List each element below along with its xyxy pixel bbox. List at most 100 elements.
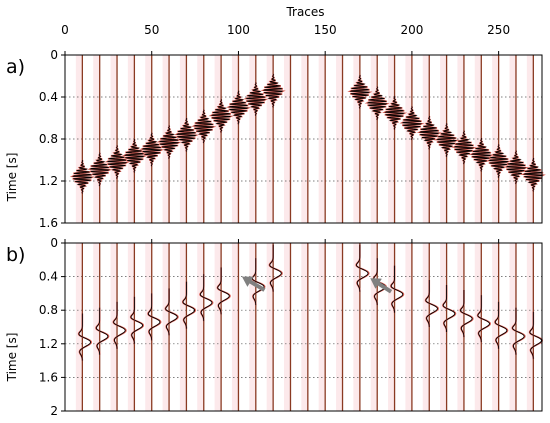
y-tick-label: 1.6	[39, 370, 58, 384]
observed-wavelet	[453, 130, 475, 165]
observed-wavelet	[442, 285, 456, 333]
observed-wavelet	[95, 307, 109, 355]
trace-band	[405, 243, 412, 411]
observed-wavelet	[470, 137, 492, 172]
observed-wavelet	[355, 244, 369, 292]
observed-wavelet	[130, 296, 143, 344]
y-tick-label: 2	[50, 404, 58, 418]
trace-band	[301, 243, 308, 411]
observed-wavelet	[251, 258, 265, 306]
trace-band	[214, 243, 222, 411]
y-axis-title: Time [s]	[5, 153, 19, 203]
trace-band	[440, 243, 447, 411]
trace-band	[509, 55, 516, 223]
y-tick-label: 0.8	[39, 132, 58, 146]
trace-band	[75, 243, 83, 411]
x-tick-label: 200	[400, 23, 423, 37]
observed-wavelet	[182, 281, 196, 329]
y-tick-label: 1.6	[39, 216, 58, 230]
observed-wavelet	[113, 301, 126, 349]
trace-band	[336, 243, 343, 411]
observed-wavelet	[123, 138, 145, 173]
trace-band	[231, 55, 239, 223]
observed-wavelet	[89, 152, 111, 187]
trace-band	[266, 243, 274, 411]
trace-band	[197, 243, 204, 411]
x-tick-label: 150	[314, 23, 337, 37]
y-tick-label: 0.4	[39, 270, 58, 284]
trace-band	[249, 55, 256, 223]
observed-wavelet	[228, 90, 249, 125]
observed-wavelet	[193, 109, 215, 144]
y-tick-label: 1.2	[39, 337, 58, 351]
trace-band	[353, 243, 360, 411]
trace-band	[388, 243, 395, 411]
trace-band	[145, 243, 152, 411]
panel-label: a)	[6, 56, 25, 78]
trace-band	[353, 55, 360, 223]
observed-wavelet	[494, 301, 508, 349]
trace-band	[336, 55, 343, 223]
observed-wavelet	[106, 145, 128, 180]
x-tick-label: 100	[227, 23, 250, 37]
observed-wavelet	[425, 279, 438, 328]
observed-wavelet	[176, 117, 197, 152]
trace-band	[197, 55, 204, 223]
y-axis-title: Time [s]	[5, 333, 19, 383]
observed-wavelet	[245, 82, 267, 117]
y-tick-label: 0.4	[39, 90, 58, 104]
trace-band	[405, 55, 412, 223]
observed-wavelet	[199, 274, 213, 322]
trace-band	[370, 243, 378, 411]
observed-wavelet	[78, 313, 91, 361]
trace-band	[474, 243, 482, 411]
y-tick-label: 0	[50, 48, 58, 62]
observed-wavelet	[217, 267, 230, 315]
observed-wavelet	[529, 311, 542, 359]
observed-wavelet	[384, 95, 405, 130]
observed-wavelet	[158, 125, 180, 160]
observed-wavelet	[436, 123, 458, 158]
trace-band	[75, 55, 83, 223]
observed-wavelet	[505, 150, 527, 185]
trace-band	[127, 55, 135, 223]
observed-wavelet	[401, 106, 423, 141]
arrow-head	[241, 276, 254, 287]
arrow-head	[370, 278, 382, 289]
x-tick-label: 50	[144, 23, 159, 37]
y-tick-label: 0.8	[39, 303, 58, 317]
observed-wavelet	[460, 290, 473, 338]
x-axis-title: Traces	[285, 5, 324, 19]
trace-band	[145, 55, 152, 223]
trace-band	[318, 243, 326, 411]
observed-wavelet	[366, 86, 388, 121]
trace-band	[388, 55, 395, 223]
trace-band	[249, 243, 256, 411]
observed-wavelet	[512, 307, 525, 355]
panel-b: 0 0.4 0.8 1.2 1.6 2 Time [s] b)	[5, 236, 544, 418]
arrow-shaft	[246, 278, 266, 292]
observed-wavelet	[522, 157, 544, 192]
observed-wavelet	[71, 159, 93, 194]
x-tick-label: 0	[61, 23, 69, 37]
observed-wavelet	[262, 73, 284, 108]
trace-band	[422, 243, 430, 411]
observed-wavelet	[141, 132, 163, 167]
x-tick-label: 250	[487, 23, 510, 37]
observed-wavelet	[477, 295, 490, 343]
observed-wavelet	[488, 144, 510, 179]
observed-wavelet	[210, 98, 232, 133]
trace-band	[526, 243, 534, 411]
trace-band	[179, 243, 187, 411]
y-tick-label: 0	[50, 236, 58, 250]
trace-band	[283, 243, 291, 411]
observed-wavelet	[147, 293, 161, 341]
y-tick-label: 1.2	[39, 174, 58, 188]
observed-wavelet	[418, 115, 440, 150]
observed-wavelet	[269, 244, 282, 292]
trace-band	[492, 55, 499, 223]
trace-band	[283, 55, 291, 223]
observed-wavelet	[390, 265, 404, 313]
trace-band	[110, 243, 118, 411]
